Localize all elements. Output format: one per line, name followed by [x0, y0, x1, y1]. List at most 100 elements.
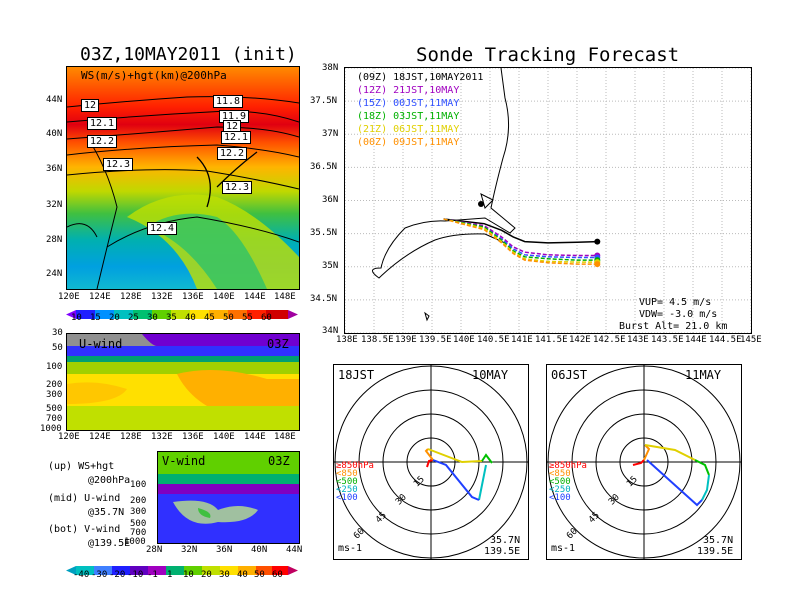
cb-label: 20: [201, 570, 212, 580]
lon-tick: 144E: [244, 432, 266, 442]
polar-time: 18JST: [338, 368, 375, 382]
contour-label: 12.1: [87, 117, 118, 130]
cb-label: 45: [204, 313, 215, 323]
level-label: <100: [336, 493, 358, 503]
coastline: [372, 68, 516, 279]
cb-label: -1: [147, 570, 158, 580]
cb-label: 35: [166, 313, 177, 323]
legend-item: (12Z) 21JST,10MAY: [357, 85, 460, 96]
track-series-line: [443, 218, 598, 265]
note-line: @35.7N: [88, 507, 125, 518]
lat-tick: 34N: [322, 326, 339, 336]
right-title: Sonde Tracking Forecast: [416, 44, 680, 66]
cb-label: -10: [127, 570, 144, 580]
lat-tick: 28N: [46, 235, 63, 245]
pres-tick: 1000: [40, 424, 62, 434]
lon-tick: 141E: [511, 335, 533, 345]
polar-unit: ms-1: [551, 543, 576, 554]
polar-date: 11MAY: [685, 368, 722, 382]
contour-label: 12.1: [221, 131, 252, 144]
polar-svg-2: [547, 365, 741, 559]
track-panel: (09Z) 18JST,10MAY2011 (12Z) 21JST,10MAY …: [344, 67, 752, 334]
track-series-line: [443, 218, 598, 257]
note-line: (bot) V-wind: [48, 524, 121, 535]
level-label: <250: [336, 485, 358, 495]
legend-item: (00Z) 09JST,11MAY: [357, 137, 460, 148]
cb-label: 30: [219, 570, 230, 580]
colorbar-v-svg: [66, 566, 298, 575]
pres-tick: 200: [46, 380, 63, 390]
lon-tick: 124E: [89, 292, 111, 302]
cb-label: 40: [237, 570, 248, 580]
lat-tick: 36N: [46, 164, 63, 174]
pres-tick: 30: [52, 328, 63, 338]
polar-loc-lat: 35.7N: [490, 535, 521, 546]
lon-tick: 143E: [627, 335, 649, 345]
cb-label: -30: [91, 570, 108, 580]
polar-unit: ms-1: [338, 543, 363, 554]
lon-tick: 140E: [213, 432, 235, 442]
uwind-time: 03Z: [267, 337, 289, 351]
polar-loc-lat: 35.7N: [703, 535, 734, 546]
uwind-panel: U-wind 03Z: [66, 333, 300, 431]
cb-label: 40: [185, 313, 196, 323]
colorbar-ws-svg: [66, 310, 298, 319]
lat-tick: 37.5N: [310, 96, 338, 106]
contour-label: 11.8: [213, 95, 244, 108]
cb-label: 20: [109, 313, 120, 323]
lon-tick: 144.5E: [709, 335, 742, 345]
lon-tick: 138.5E: [361, 335, 394, 345]
colorbar-v: [66, 560, 298, 575]
track-end-point: [594, 261, 601, 268]
lat-tick: 36.5N: [310, 162, 338, 172]
lon-tick: 140E: [213, 292, 235, 302]
polar-date: 10MAY: [472, 368, 509, 382]
pres-tick: 300: [130, 507, 147, 517]
lon-tick: 132E: [151, 432, 173, 442]
lat-tick: 37N: [322, 129, 339, 139]
pres-tick: 200: [130, 496, 147, 506]
cb-label: 50: [223, 313, 234, 323]
polar-time: 06JST: [551, 368, 588, 382]
lat-tick: 34.5N: [310, 294, 338, 304]
lon-tick: 140.5E: [477, 335, 510, 345]
lon-tick: 132E: [151, 292, 173, 302]
lat-tick: 32N: [46, 200, 63, 210]
level-label: <500: [336, 477, 358, 487]
level-label: ≥850hPa: [336, 461, 374, 471]
cb-label: 60: [261, 313, 272, 323]
ws-hgt-map-svg: [67, 67, 299, 289]
polar-panel-1: 18JST 10MAY ≥850hPa <850 <500 <250 <100 …: [333, 364, 529, 560]
contour-label: 12.3: [103, 158, 134, 171]
lat-tick: 35N: [322, 261, 339, 271]
pres-tick: 700: [46, 414, 63, 424]
map-overlay-label: WS(m/s)+hgt(km)@200hPa: [81, 69, 227, 82]
colorbar-ws: [66, 304, 298, 319]
legend-item: (15Z) 00JST,11MAY: [357, 98, 460, 109]
lon-tick: 138E: [336, 335, 358, 345]
pres-tick: 1000: [124, 537, 146, 547]
lon-tick: 148E: [274, 292, 296, 302]
cb-label: 30: [147, 313, 158, 323]
level-label: <100: [549, 493, 571, 503]
contour-label: 12.3: [222, 181, 253, 194]
legend-item: (09Z) 18JST,10MAY2011: [357, 72, 484, 83]
lon-tick: 145E: [740, 335, 762, 345]
lat-tick: 35.5N: [310, 228, 338, 238]
track-end-point: [594, 238, 601, 245]
polar-loc-lon: 139.5E: [484, 546, 521, 557]
info-vdw: VDW= -3.0 m/s: [639, 309, 718, 320]
lat-tick: 36N: [216, 545, 233, 555]
contour-label: 12.2: [217, 147, 248, 160]
level-label: <250: [549, 485, 571, 495]
launch-point: [478, 201, 484, 207]
lat-tick: 40N: [251, 545, 268, 555]
note-line: (up) WS+hgt: [48, 461, 115, 472]
legend-item: (18Z) 03JST,11MAY: [357, 111, 460, 122]
info-vup: VUP= 4.5 m/s: [639, 297, 712, 308]
lon-tick: 143.5E: [651, 335, 684, 345]
lon-tick: 139E: [395, 335, 417, 345]
lon-tick: 144E: [685, 335, 707, 345]
cb-label: 15: [90, 313, 101, 323]
level-label: <500: [549, 477, 571, 487]
